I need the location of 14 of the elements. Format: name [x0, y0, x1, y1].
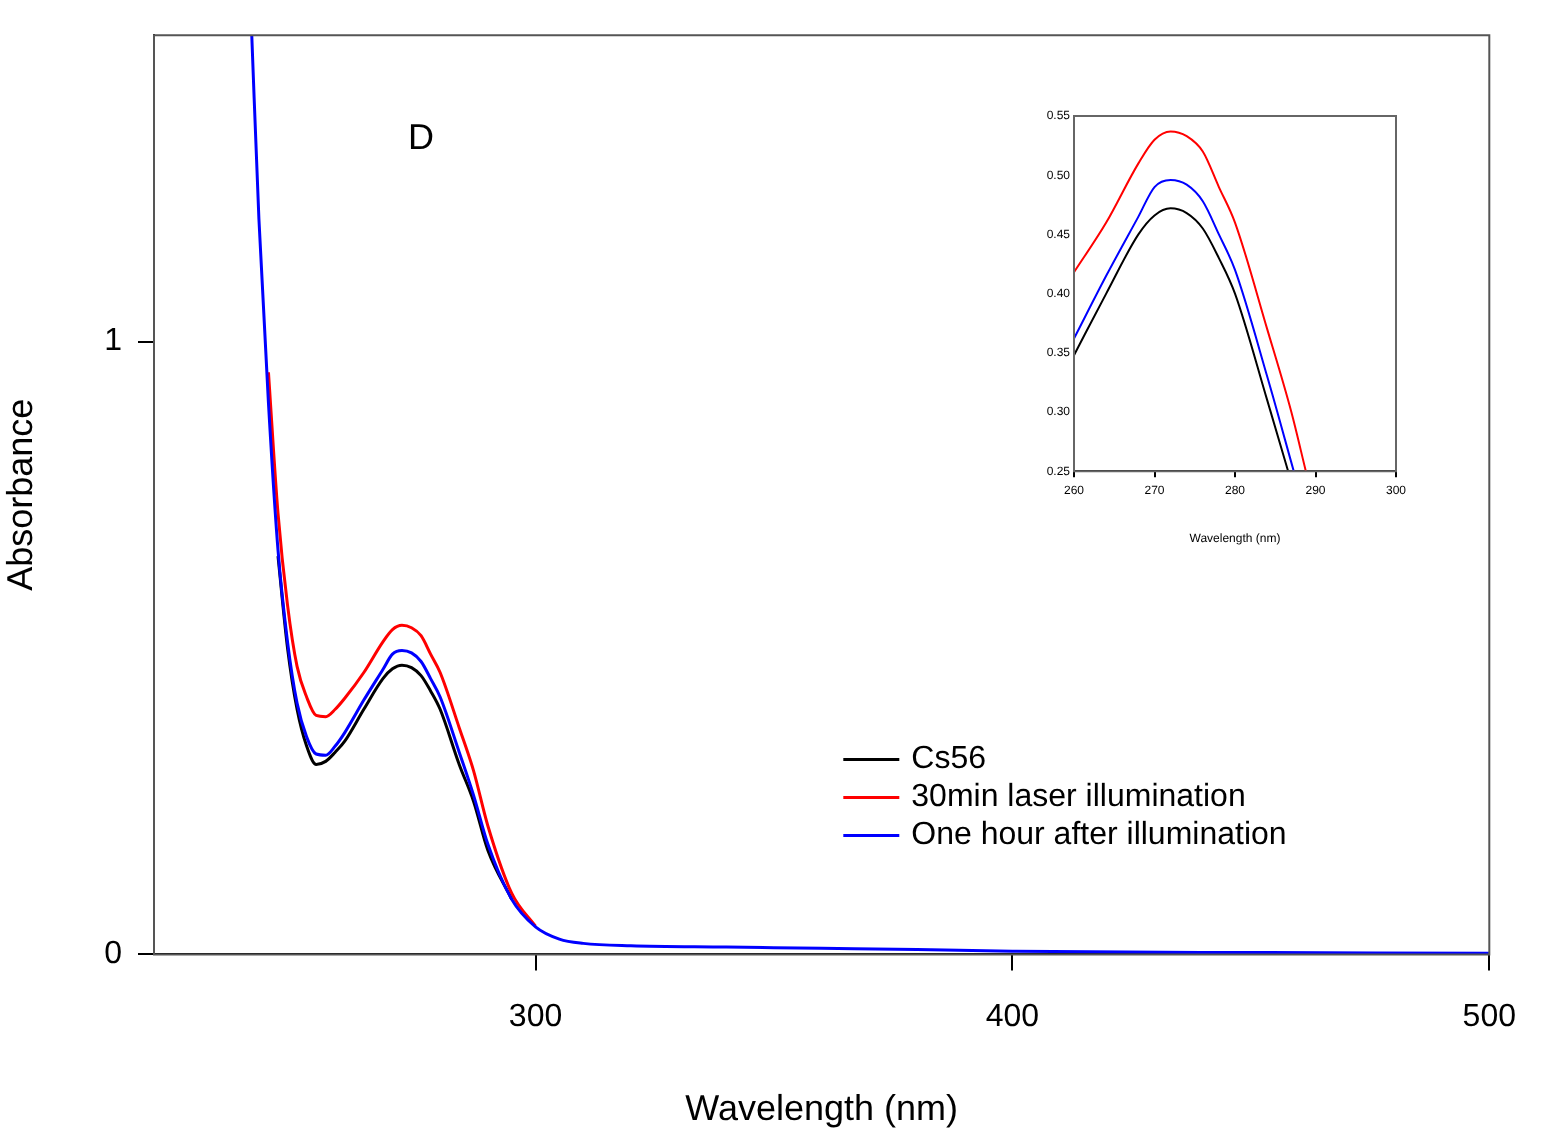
x-axis-title: Wavelength (nm) [685, 1088, 959, 1129]
y-tick-label: 1 [104, 324, 123, 359]
x-tick-label: 500 [1462, 1000, 1517, 1035]
x-tick-label: 400 [985, 1000, 1040, 1035]
line-series [1074, 130, 1307, 472]
legend-label: One hour after illumination [911, 818, 1287, 853]
legend-label: 30min laser illumination [911, 780, 1246, 815]
y-axis-title: Absorbance [0, 398, 40, 591]
x-tick-label: 300 [508, 1000, 563, 1035]
line-series [266, 370, 538, 928]
legend-label: Cs56 [911, 742, 987, 777]
y-tick-label: 0 [104, 937, 123, 972]
annotation: D [408, 117, 435, 158]
line-series [250, 35, 1490, 955]
